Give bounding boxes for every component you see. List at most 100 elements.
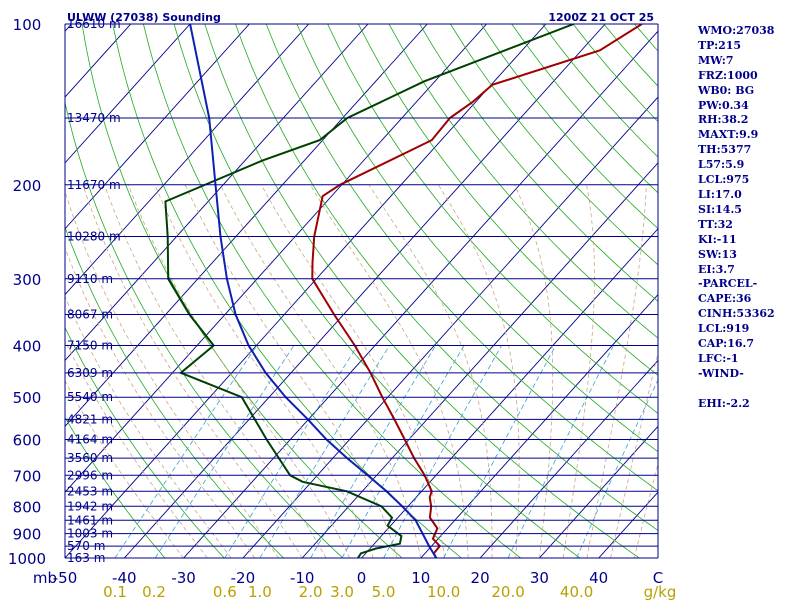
mixing-ratio-label: 0.6 xyxy=(213,583,237,600)
index-line: SW:13 xyxy=(698,247,737,261)
index-line: EHI:-2.2 xyxy=(698,396,750,410)
pressure-unit-label: mb xyxy=(33,569,57,587)
isotherm-line xyxy=(539,425,658,558)
isotherm-line xyxy=(301,162,658,558)
isotherm-line xyxy=(183,30,658,558)
isotherm-line xyxy=(242,96,658,558)
index-line: EI:3.7 xyxy=(698,262,735,276)
index-line: -WIND- xyxy=(698,366,744,380)
pressure-tick-label: 700 xyxy=(13,467,42,485)
isotherm-line xyxy=(0,24,12,558)
isotherm-line xyxy=(420,293,658,558)
temperature-tick-label: -50 xyxy=(53,569,78,587)
pressure-tick-label: 400 xyxy=(13,338,42,356)
index-line xyxy=(698,382,798,397)
mixing-ratio-label: 0.1 xyxy=(103,583,127,600)
moist-adiabat xyxy=(514,184,554,558)
temperature-tick-label: -40 xyxy=(112,569,137,587)
mixing-ratio-line xyxy=(576,379,658,558)
isotherm-line xyxy=(361,228,658,558)
temperature-tick-label: 40 xyxy=(589,569,608,587)
mixing-ratio-label: 1.0 xyxy=(248,583,272,600)
index-line: PW:0.34 xyxy=(698,98,749,112)
temperature-tick-label: 10 xyxy=(411,569,430,587)
pressure-tick-label: 900 xyxy=(13,526,42,544)
chart-time: 1200Z 21 OCT 25 xyxy=(548,11,654,24)
mixing-ratio-line xyxy=(224,345,358,558)
index-line: WB0: BG xyxy=(698,83,755,97)
height-label: 9110 m xyxy=(67,272,113,286)
pressure-tick-label: 800 xyxy=(13,498,42,516)
isotherm-line xyxy=(65,24,250,230)
moist-adiabat xyxy=(65,295,232,558)
height-label: 570 m xyxy=(67,539,105,553)
dewpoint-line xyxy=(164,24,575,558)
chart-title: ULWW (27038) Sounding xyxy=(67,11,221,24)
pressure-tick-label: 500 xyxy=(13,389,42,407)
pressure-tick-label: 600 xyxy=(13,432,42,450)
moist-adiabat xyxy=(309,184,469,558)
index-line: CAPE:36 xyxy=(698,292,752,306)
pressure-tick-label: 200 xyxy=(13,177,42,195)
index-line: MAXT:9.9 xyxy=(698,128,759,142)
height-label: 2996 m xyxy=(67,468,113,482)
index-line: MW:7 xyxy=(698,53,734,67)
index-line: -PARCEL- xyxy=(698,277,758,291)
height-label: 1461 m xyxy=(67,513,113,527)
height-label: 13470 m xyxy=(67,111,121,125)
moist-adiabat xyxy=(127,184,350,558)
height-label: 1003 m xyxy=(67,527,113,541)
mixing-ratio-label: 3.0 xyxy=(330,583,354,600)
index-line: SI:14.5 xyxy=(698,202,742,216)
isotherm-line xyxy=(65,24,310,296)
moist-adiabat xyxy=(438,184,520,558)
isotherm-line xyxy=(123,24,606,558)
index-line: TH:5377 xyxy=(698,143,752,157)
index-line: TT:32 xyxy=(698,217,733,231)
index-line: LCL:975 xyxy=(698,173,750,187)
index-line: LI:17.0 xyxy=(698,187,742,201)
mixing-ratio-label: 5.0 xyxy=(372,583,396,600)
dry-adiabat xyxy=(143,24,521,558)
temperature-tick-label: -30 xyxy=(171,569,196,587)
isotherm-line xyxy=(65,24,428,427)
temperature-tick-label: 30 xyxy=(530,569,549,587)
temperature-tick-label: 0 xyxy=(357,569,367,587)
index-line: CAP:16.7 xyxy=(698,337,755,351)
height-label: 10280 m xyxy=(67,229,121,243)
mixing-ratio-label: 2.0 xyxy=(299,583,323,600)
dry-adiabat xyxy=(204,24,640,558)
index-line: FRZ:1000 xyxy=(698,68,758,82)
height-label: 4821 m xyxy=(67,412,113,426)
height-label: 1942 m xyxy=(67,499,113,513)
moist-adiabat xyxy=(184,184,398,558)
dry-adiabat xyxy=(265,24,658,492)
indices-panel: WMO:27038 TP:215 MW:7 FRZ:1000 WB0: BG PW:0.3… xyxy=(698,24,798,412)
dry-adiabat xyxy=(65,226,284,558)
dry-adiabat xyxy=(112,24,462,558)
parcel-line xyxy=(189,24,438,558)
index-line: LCL:919 xyxy=(698,322,750,336)
mixing-ratio-label: 40.0 xyxy=(560,583,593,600)
mixing-ratio-line xyxy=(383,345,502,558)
temperature-line xyxy=(311,24,643,558)
temperature-unit-label: C xyxy=(653,569,663,587)
mixing-ratio-line xyxy=(443,345,557,558)
temperature-tick-label: -10 xyxy=(290,569,315,587)
index-line: KI:-11 xyxy=(698,232,737,246)
index-line: WMO:27038 xyxy=(698,24,775,37)
height-label: 7150 m xyxy=(67,339,113,353)
index-line: LFC:-1 xyxy=(698,351,739,365)
height-label: 16610 m xyxy=(67,17,121,31)
temperature-tick-label: 20 xyxy=(471,569,490,587)
isotherm-line xyxy=(65,24,487,493)
moist-adiabat xyxy=(368,184,493,558)
height-label: 5540 m xyxy=(67,390,113,404)
height-label: 8067 m xyxy=(67,308,113,322)
pressure-tick-label: 100 xyxy=(13,16,42,34)
pressure-tick-label: 300 xyxy=(13,271,42,289)
height-label: 4164 m xyxy=(67,433,113,447)
isotherm-line xyxy=(65,24,547,558)
isotherm-line xyxy=(479,359,658,558)
